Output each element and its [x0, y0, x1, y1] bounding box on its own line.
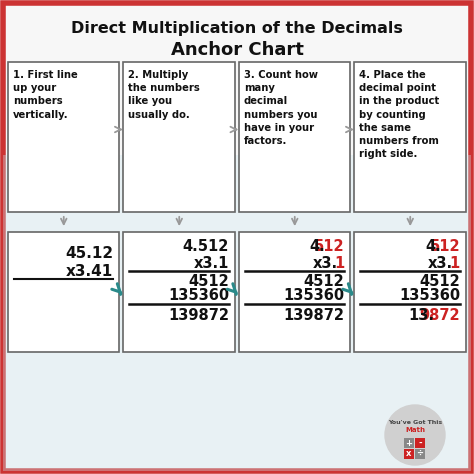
Text: 4.512: 4.512 — [182, 238, 229, 254]
FancyBboxPatch shape — [8, 62, 119, 212]
FancyBboxPatch shape — [239, 232, 350, 352]
FancyBboxPatch shape — [355, 232, 466, 352]
FancyBboxPatch shape — [404, 449, 414, 459]
FancyBboxPatch shape — [124, 62, 235, 212]
Text: 4.: 4. — [425, 238, 441, 254]
Text: 1: 1 — [450, 255, 460, 271]
Text: +: + — [405, 438, 412, 447]
Text: 135360: 135360 — [168, 289, 229, 303]
Text: Math: Math — [405, 427, 425, 433]
Text: 4.: 4. — [310, 238, 326, 254]
Circle shape — [385, 405, 445, 465]
Text: x: x — [406, 449, 412, 458]
Text: 139872: 139872 — [168, 308, 229, 322]
Text: -: - — [418, 438, 422, 447]
FancyBboxPatch shape — [124, 232, 235, 352]
Text: 4. Place the
decimal point
in the product
by counting
the same
numbers from
righ: 4. Place the decimal point in the produc… — [359, 70, 440, 159]
Text: Direct Multiplication of the Decimals: Direct Multiplication of the Decimals — [71, 20, 403, 36]
Text: 1. First line
up your
numbers
vertically.: 1. First line up your numbers vertically… — [13, 70, 78, 119]
Text: 135360: 135360 — [399, 289, 460, 303]
Text: 135360: 135360 — [283, 289, 345, 303]
Text: 3. Count how
many
decimal
numbers you
have in your
factors.: 3. Count how many decimal numbers you ha… — [244, 70, 318, 146]
Text: x3.: x3. — [428, 255, 453, 271]
FancyBboxPatch shape — [8, 232, 119, 352]
Text: x3.1: x3.1 — [193, 255, 229, 271]
FancyBboxPatch shape — [3, 3, 471, 471]
Text: 2. Multiply
the numbers
like you
usually do.: 2. Multiply the numbers like you usually… — [128, 70, 200, 119]
Text: x3.: x3. — [312, 255, 337, 271]
Text: 139872: 139872 — [283, 308, 345, 322]
FancyBboxPatch shape — [415, 438, 425, 448]
Text: 512: 512 — [429, 238, 460, 254]
Text: 13.: 13. — [408, 308, 434, 322]
FancyBboxPatch shape — [239, 62, 350, 212]
FancyBboxPatch shape — [404, 438, 414, 448]
Text: Anchor Chart: Anchor Chart — [171, 41, 303, 59]
FancyBboxPatch shape — [415, 449, 425, 459]
Text: 512: 512 — [314, 238, 345, 254]
Text: You've Got This: You've Got This — [388, 419, 442, 425]
Text: 1: 1 — [334, 255, 345, 271]
Text: 4512: 4512 — [188, 273, 229, 289]
Text: 4512: 4512 — [419, 273, 460, 289]
Text: ÷: ÷ — [417, 449, 423, 458]
Text: 4512: 4512 — [304, 273, 345, 289]
Text: 9872: 9872 — [419, 308, 460, 322]
Text: 45.12: 45.12 — [65, 246, 113, 262]
Text: x3.41: x3.41 — [66, 264, 113, 279]
FancyBboxPatch shape — [355, 62, 466, 212]
FancyBboxPatch shape — [3, 155, 471, 471]
